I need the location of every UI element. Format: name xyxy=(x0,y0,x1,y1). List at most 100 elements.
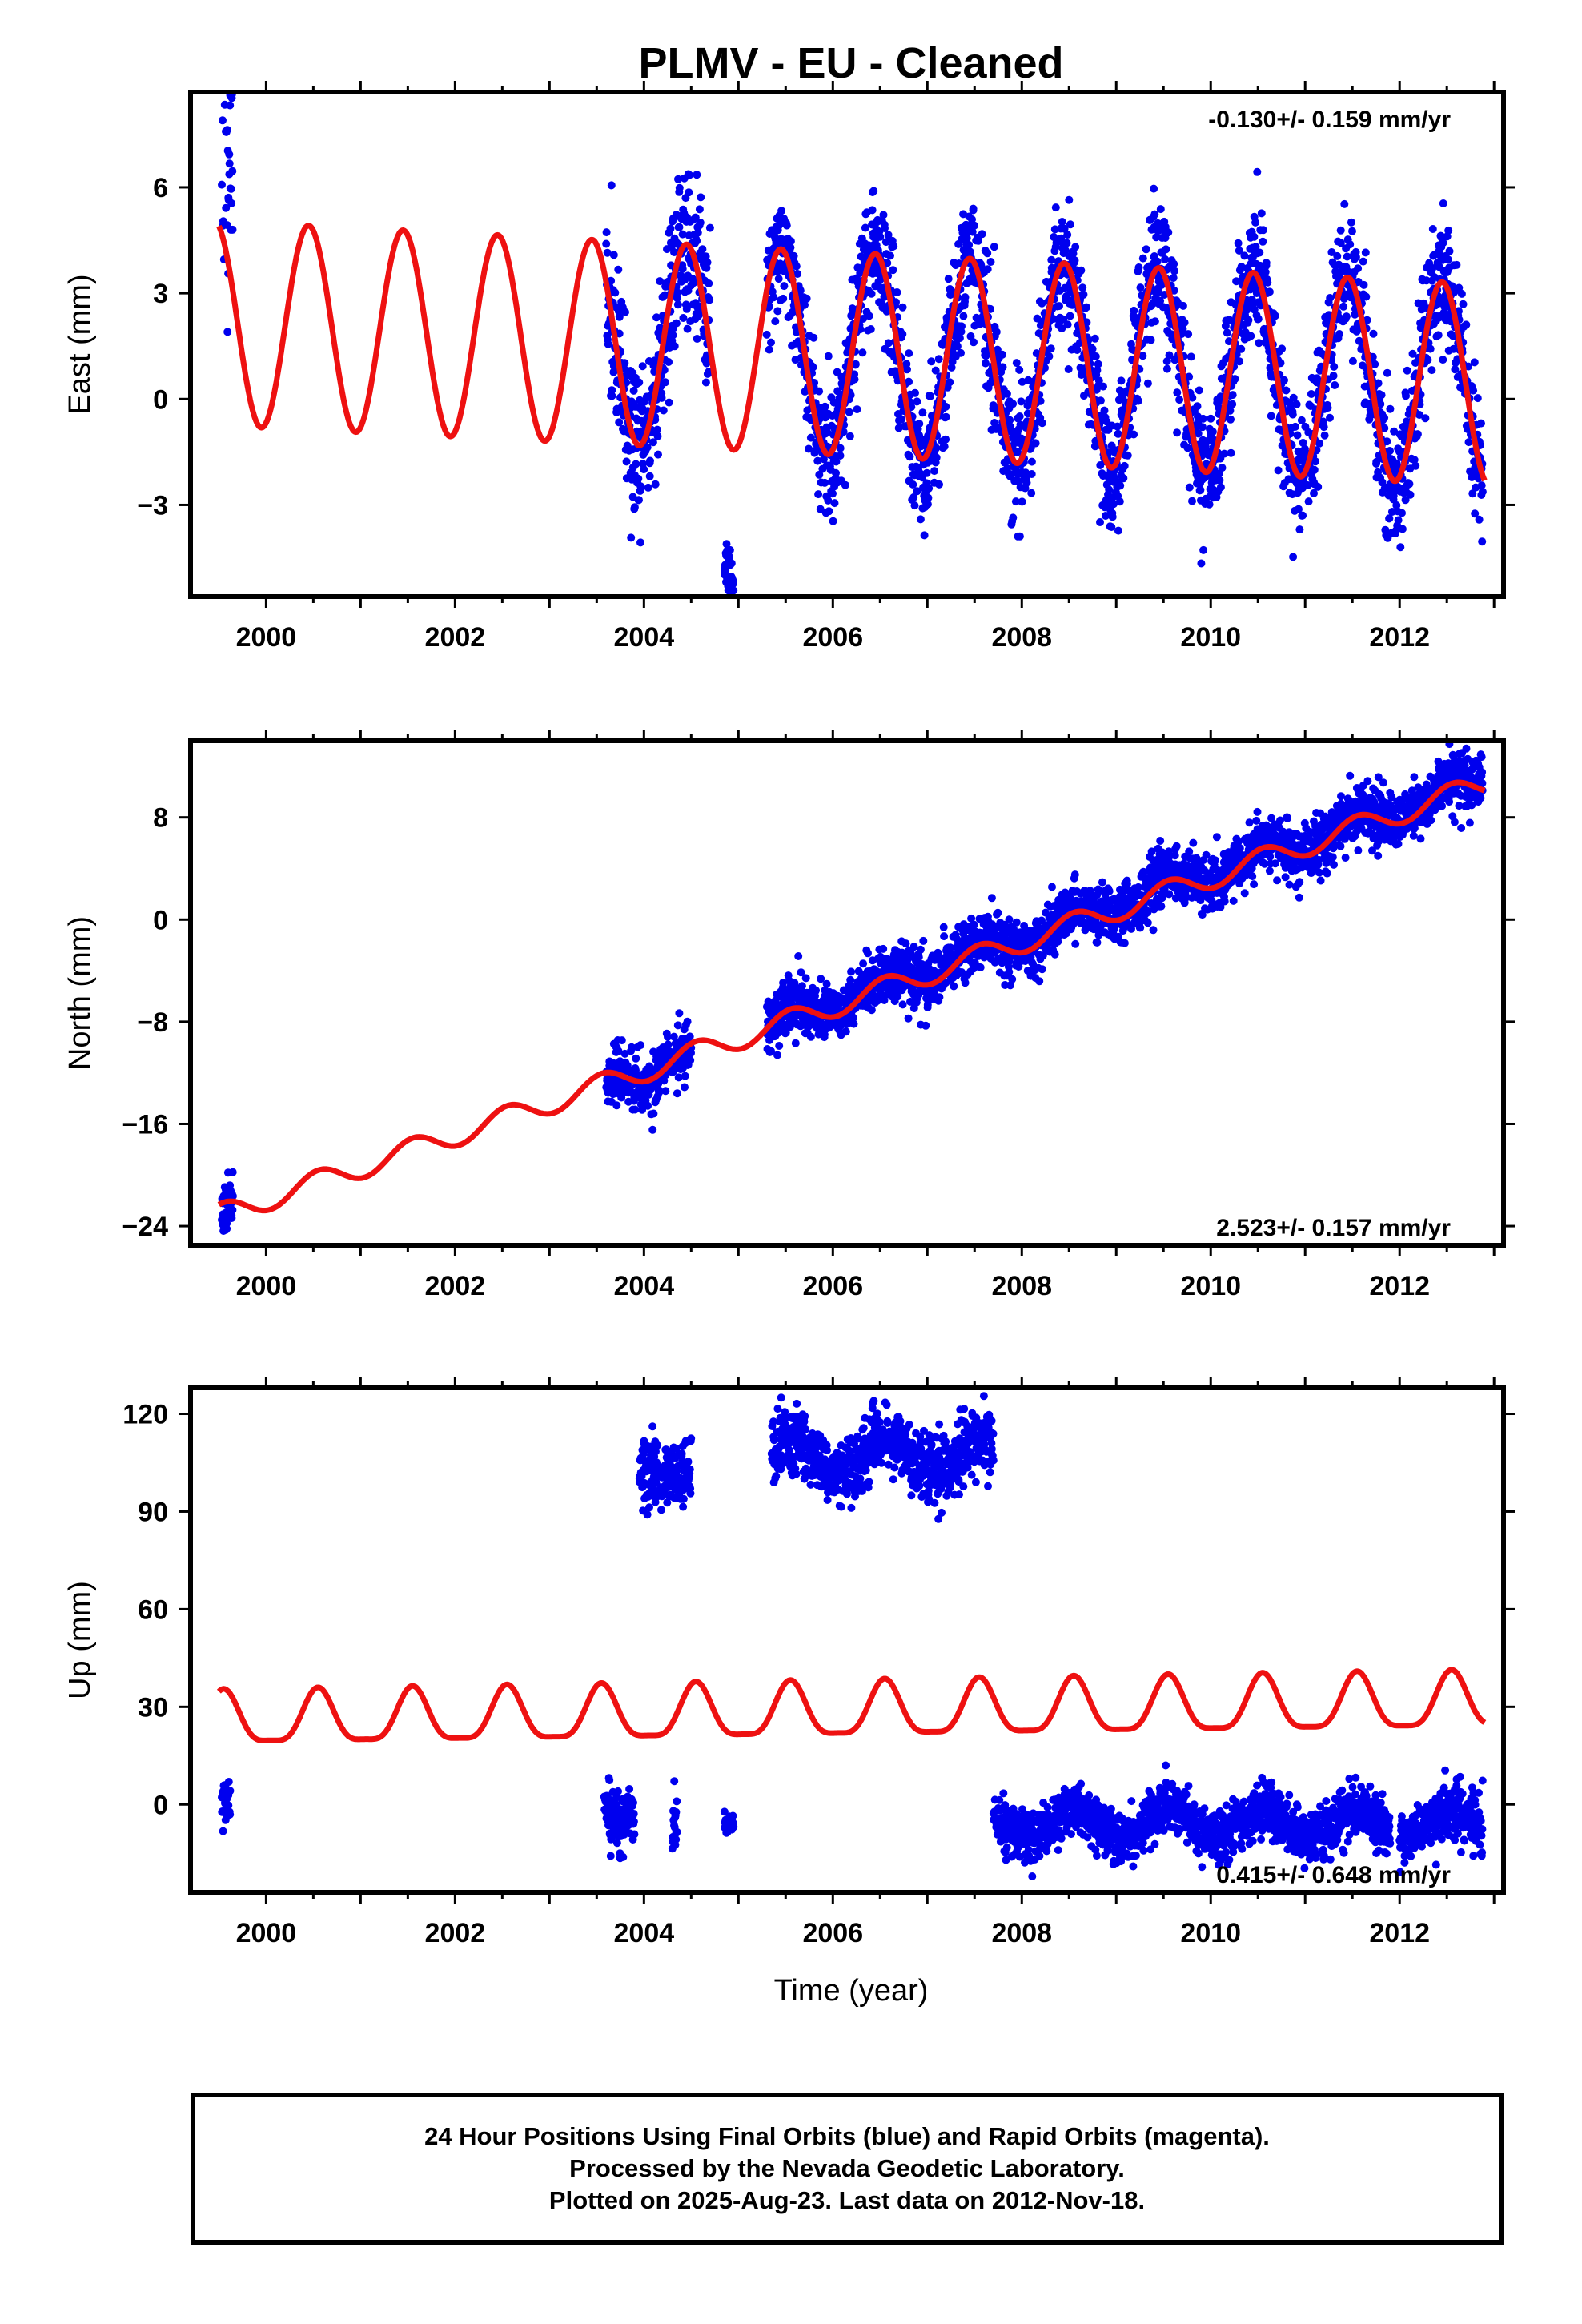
data-point xyxy=(925,484,934,493)
data-point xyxy=(832,457,841,466)
data-point xyxy=(228,1192,237,1200)
data-point xyxy=(1361,248,1370,257)
data-point xyxy=(1267,412,1275,420)
data-point xyxy=(651,480,660,489)
data-point xyxy=(665,358,673,366)
data-point xyxy=(983,249,992,258)
data-point xyxy=(652,313,661,322)
data-point xyxy=(225,150,234,159)
data-point xyxy=(1027,489,1036,497)
data-point xyxy=(1310,489,1318,497)
data-point xyxy=(1383,437,1391,446)
data-point xyxy=(1070,256,1079,265)
data-point xyxy=(640,465,648,474)
data-point xyxy=(227,184,235,193)
data-point xyxy=(1271,312,1279,320)
data-point xyxy=(1254,315,1263,324)
data-point xyxy=(632,1054,640,1063)
data-point xyxy=(1398,525,1407,533)
data-point xyxy=(913,487,921,496)
data-point xyxy=(1428,225,1437,233)
data-point xyxy=(955,334,964,343)
data-point xyxy=(614,265,623,274)
data-point xyxy=(644,1101,652,1110)
data-point xyxy=(1136,923,1145,932)
data-point xyxy=(946,285,954,293)
data-point xyxy=(678,264,687,273)
data-point xyxy=(1293,431,1302,440)
data-point xyxy=(693,171,701,179)
data-point xyxy=(889,242,898,251)
data-point xyxy=(1405,480,1414,489)
data-point xyxy=(968,227,977,236)
data-point xyxy=(1470,358,1479,367)
data-point xyxy=(990,419,999,427)
data-point xyxy=(1396,543,1405,552)
data-point xyxy=(674,175,682,183)
data-point xyxy=(767,338,775,347)
data-point xyxy=(1246,285,1255,294)
data-point xyxy=(693,228,702,237)
data-point xyxy=(1196,485,1205,494)
data-point xyxy=(970,920,978,929)
data-point xyxy=(701,252,710,261)
data-point xyxy=(1335,330,1343,338)
data-point xyxy=(1150,210,1159,219)
data-point xyxy=(698,245,707,254)
data-point xyxy=(1471,509,1480,518)
data-point xyxy=(785,1023,794,1031)
data-point xyxy=(1315,439,1324,448)
data-point xyxy=(1022,478,1031,487)
data-point xyxy=(822,979,831,988)
data-point xyxy=(932,453,941,462)
data-point xyxy=(909,480,917,489)
data-point xyxy=(926,392,935,400)
data-point xyxy=(1313,374,1321,383)
data-point xyxy=(673,288,682,297)
data-point xyxy=(1114,429,1122,438)
y-axis-title: East (mm) xyxy=(63,274,97,414)
data-point xyxy=(927,357,936,366)
data-point xyxy=(1009,513,1018,522)
data-point xyxy=(915,420,924,428)
data-point xyxy=(774,275,783,283)
data-point xyxy=(1198,423,1207,432)
data-point xyxy=(861,223,869,232)
data-point xyxy=(905,452,914,461)
data-point xyxy=(1462,320,1471,329)
data-point xyxy=(1069,249,1078,258)
data-point xyxy=(931,366,940,375)
data-point xyxy=(853,405,861,414)
data-point xyxy=(1060,224,1069,233)
data-point xyxy=(702,359,711,368)
data-point xyxy=(1455,283,1464,292)
data-point xyxy=(1244,316,1253,324)
data-point xyxy=(1134,263,1143,271)
data-point xyxy=(824,352,833,360)
data-point xyxy=(1289,553,1298,561)
data-point xyxy=(1303,481,1312,489)
data-point xyxy=(765,345,773,354)
data-point xyxy=(1195,386,1203,395)
data-point xyxy=(1002,389,1011,398)
rate-label: -0.130+/- 0.159 mm/yr xyxy=(1208,107,1451,133)
data-point xyxy=(782,221,791,230)
data-point xyxy=(942,435,950,444)
data-point xyxy=(1015,412,1024,420)
data-point xyxy=(1457,289,1466,298)
data-point xyxy=(670,342,679,351)
data-point xyxy=(1050,950,1059,959)
data-point xyxy=(672,319,681,328)
data-point xyxy=(1157,902,1166,911)
data-point xyxy=(223,1219,231,1228)
data-point xyxy=(1136,283,1145,292)
data-point xyxy=(821,478,829,487)
data-point xyxy=(681,1072,689,1080)
data-point xyxy=(631,1105,640,1114)
data-point xyxy=(665,398,673,407)
data-point xyxy=(792,262,801,271)
data-point xyxy=(1223,328,1231,337)
data-point xyxy=(227,1214,236,1222)
data-point xyxy=(1348,356,1357,365)
data-point xyxy=(1478,537,1487,546)
